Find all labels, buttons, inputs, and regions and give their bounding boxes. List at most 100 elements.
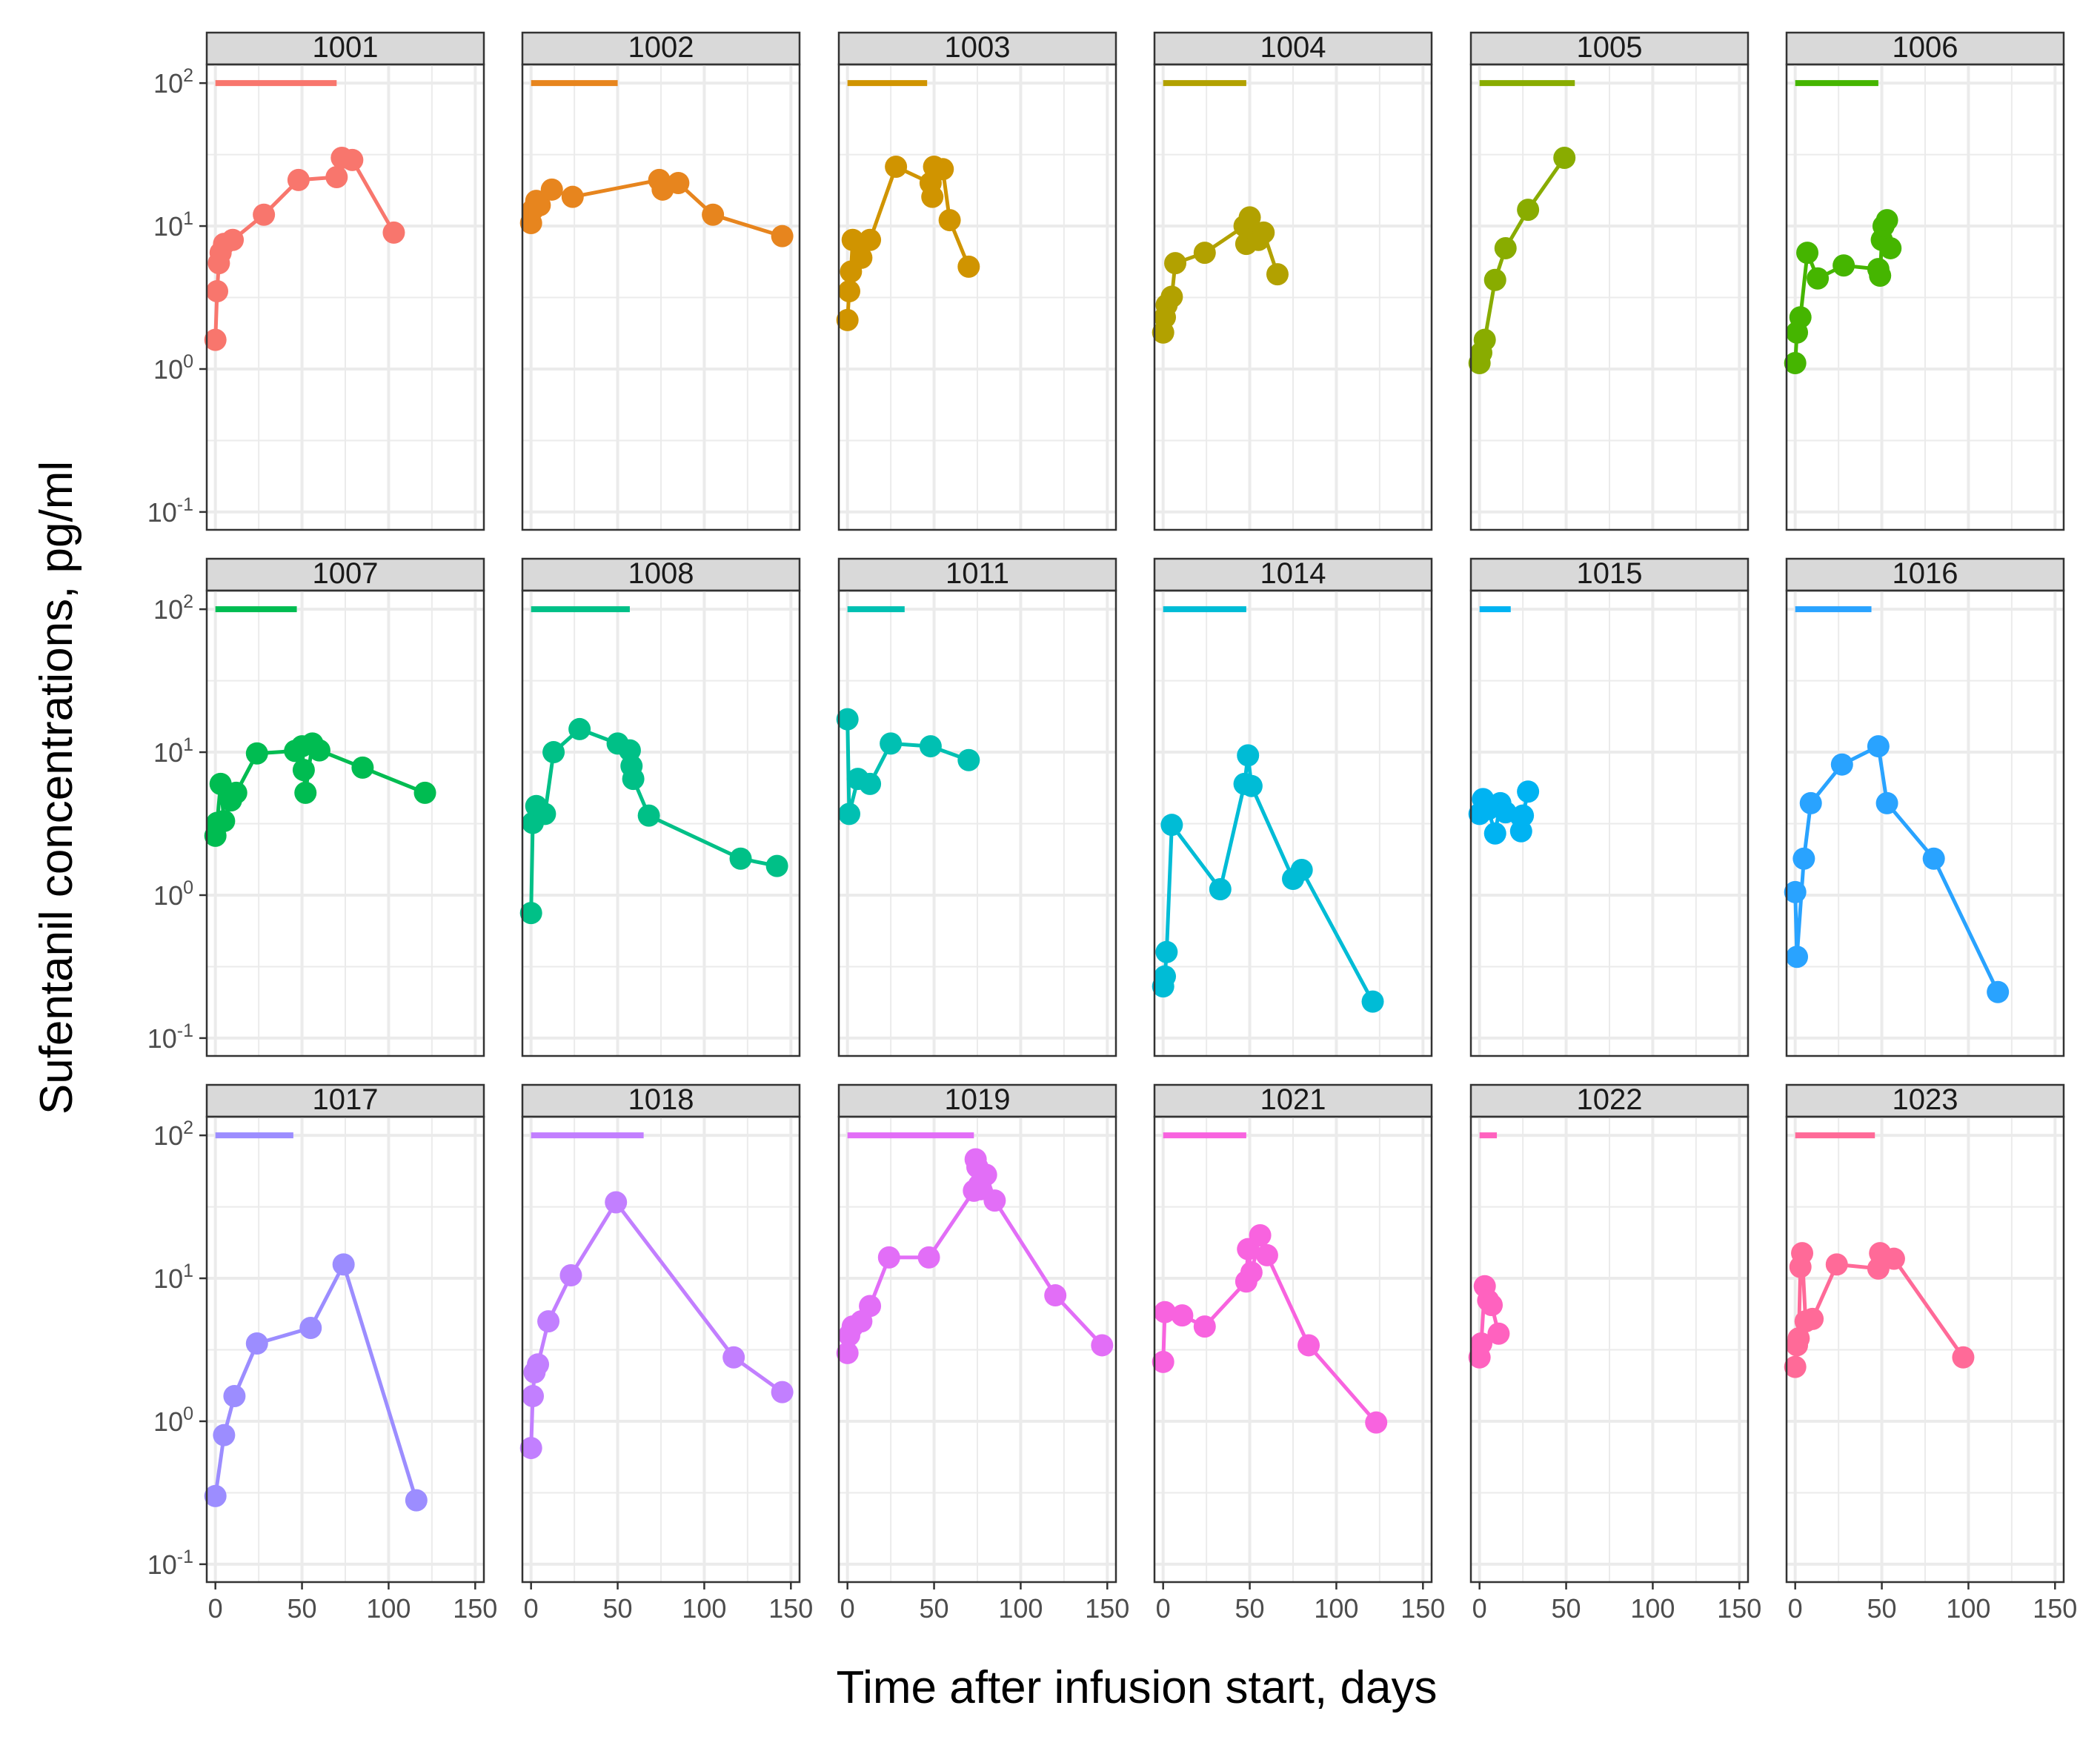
panel-border-1011 <box>837 589 1117 1057</box>
point-1002-3 <box>528 193 551 216</box>
panel-1016: 1016 <box>1784 557 2065 1057</box>
point-1016-1 <box>1786 946 1809 969</box>
point-1004-8 <box>1238 206 1261 229</box>
panel-border-1016 <box>1785 589 2065 1057</box>
y-tick-label: 10-1 <box>147 494 193 528</box>
point-1008-0 <box>519 902 542 925</box>
point-1021-3 <box>1193 1315 1216 1338</box>
strip-label-1015: 1015 <box>1577 557 1643 590</box>
point-1001-8 <box>325 166 348 189</box>
strip-1014 <box>1153 557 1433 592</box>
point-1008-10 <box>637 804 660 827</box>
point-1023-2 <box>1787 1327 1810 1350</box>
point-1019-13 <box>983 1189 1006 1212</box>
x-tick-label: 100 <box>682 1593 726 1624</box>
point-1021-8 <box>1255 1243 1278 1266</box>
point-1008-3 <box>534 803 556 825</box>
point-1017-0 <box>204 1484 227 1507</box>
point-1019-4 <box>859 1295 882 1318</box>
strip-1018 <box>521 1083 801 1118</box>
strip-label-1014: 1014 <box>1260 557 1326 590</box>
y-tick-label: 100 <box>153 877 193 911</box>
point-1006-11 <box>1879 236 1902 259</box>
strip-1016 <box>1785 557 2065 592</box>
point-1021-6 <box>1240 1261 1263 1284</box>
panel-border-1023 <box>1785 1115 2065 1584</box>
point-1003-4 <box>850 246 873 269</box>
point-1017-4 <box>299 1316 322 1339</box>
grid-1004 <box>1154 64 1432 530</box>
point-1022-1 <box>1470 1332 1493 1355</box>
point-1007-13 <box>351 756 374 779</box>
x-tick-label: 0 <box>1788 1593 1803 1624</box>
point-1018-3 <box>527 1353 550 1376</box>
point-1017-3 <box>245 1332 268 1355</box>
point-1004-11 <box>1266 263 1289 286</box>
panel-1021: 1021 0 50 100 150 <box>1152 1083 1445 1624</box>
strip-1008 <box>521 557 801 592</box>
panel-border-1007 <box>205 589 485 1057</box>
point-1008-9 <box>622 768 645 791</box>
grid-1022 <box>1471 1117 1748 1582</box>
point-1003-11 <box>938 209 961 232</box>
grid-1019 <box>839 1117 1116 1582</box>
panel-1018: 1018 0 50 100 150 <box>519 1083 813 1624</box>
point-1017-5 <box>332 1253 355 1276</box>
point-1023-4 <box>1791 1242 1814 1265</box>
point-1011-1 <box>838 803 861 825</box>
panel-1022: 1022 0 50 100 150 <box>1468 1083 1761 1624</box>
point-1018-8 <box>771 1381 794 1403</box>
panel-border-1005 <box>1469 63 1750 531</box>
y-tick-label: 101 <box>153 1260 193 1294</box>
x-tick-label: 150 <box>2033 1593 2077 1624</box>
point-1008-11 <box>729 847 752 870</box>
panel-border-1006 <box>1785 63 2065 531</box>
point-1018-1 <box>522 1385 545 1408</box>
x-tick-label: 150 <box>1085 1593 1129 1624</box>
point-1023-0 <box>1784 1355 1807 1378</box>
point-1007-5 <box>225 781 247 804</box>
strip-label-1023: 1023 <box>1893 1083 1958 1116</box>
panel-border-1015 <box>1469 589 1750 1057</box>
point-1005-4 <box>1494 236 1517 259</box>
point-1021-0 <box>1152 1350 1174 1373</box>
point-1006-2 <box>1789 306 1812 329</box>
strip-1023 <box>1785 1083 2065 1118</box>
point-1018-5 <box>559 1263 582 1286</box>
x-tick-label: 50 <box>1867 1593 1897 1624</box>
y-tick-label: 10-1 <box>147 1020 193 1054</box>
x-tick-label: 150 <box>768 1593 813 1624</box>
x-tick-label: 150 <box>453 1593 497 1624</box>
point-1019-15 <box>1091 1334 1114 1357</box>
x-axis-title: Time after infusion start, days <box>837 1662 1438 1713</box>
grid-1015 <box>1471 591 1748 1056</box>
x-tick-label: 50 <box>288 1593 317 1624</box>
panel-1023: 1023 0 50 100 150 <box>1784 1083 2077 1624</box>
y-tick-label: 10-1 <box>147 1547 193 1580</box>
x-tick-label: 100 <box>1314 1593 1358 1624</box>
x-tick-label: 50 <box>920 1593 949 1624</box>
point-1007-10 <box>294 781 317 804</box>
point-1002-8 <box>667 171 690 194</box>
x-tick-label: 100 <box>1946 1593 1990 1624</box>
point-1014-9 <box>1290 859 1313 882</box>
point-1001-7 <box>287 168 310 191</box>
point-1023-11 <box>1882 1247 1905 1270</box>
point-1014-3 <box>1160 814 1183 837</box>
point-1001-6 <box>253 203 276 226</box>
strip-1022 <box>1469 1083 1750 1118</box>
point-1023-12 <box>1952 1346 1975 1369</box>
grid-1005 <box>1471 64 1748 530</box>
panel-border-1003 <box>837 63 1117 531</box>
point-1005-3 <box>1483 268 1506 291</box>
point-1011-0 <box>836 708 859 731</box>
strip-1005 <box>1469 31 1750 66</box>
strip-label-1004: 1004 <box>1260 31 1326 64</box>
point-1011-3 <box>859 772 882 795</box>
strip-1021 <box>1153 1083 1433 1118</box>
panel-1001: 1001 10-1 100 101 102 <box>147 31 485 531</box>
y-tick-label: 102 <box>153 1117 193 1151</box>
panel-border-1001 <box>205 63 485 531</box>
